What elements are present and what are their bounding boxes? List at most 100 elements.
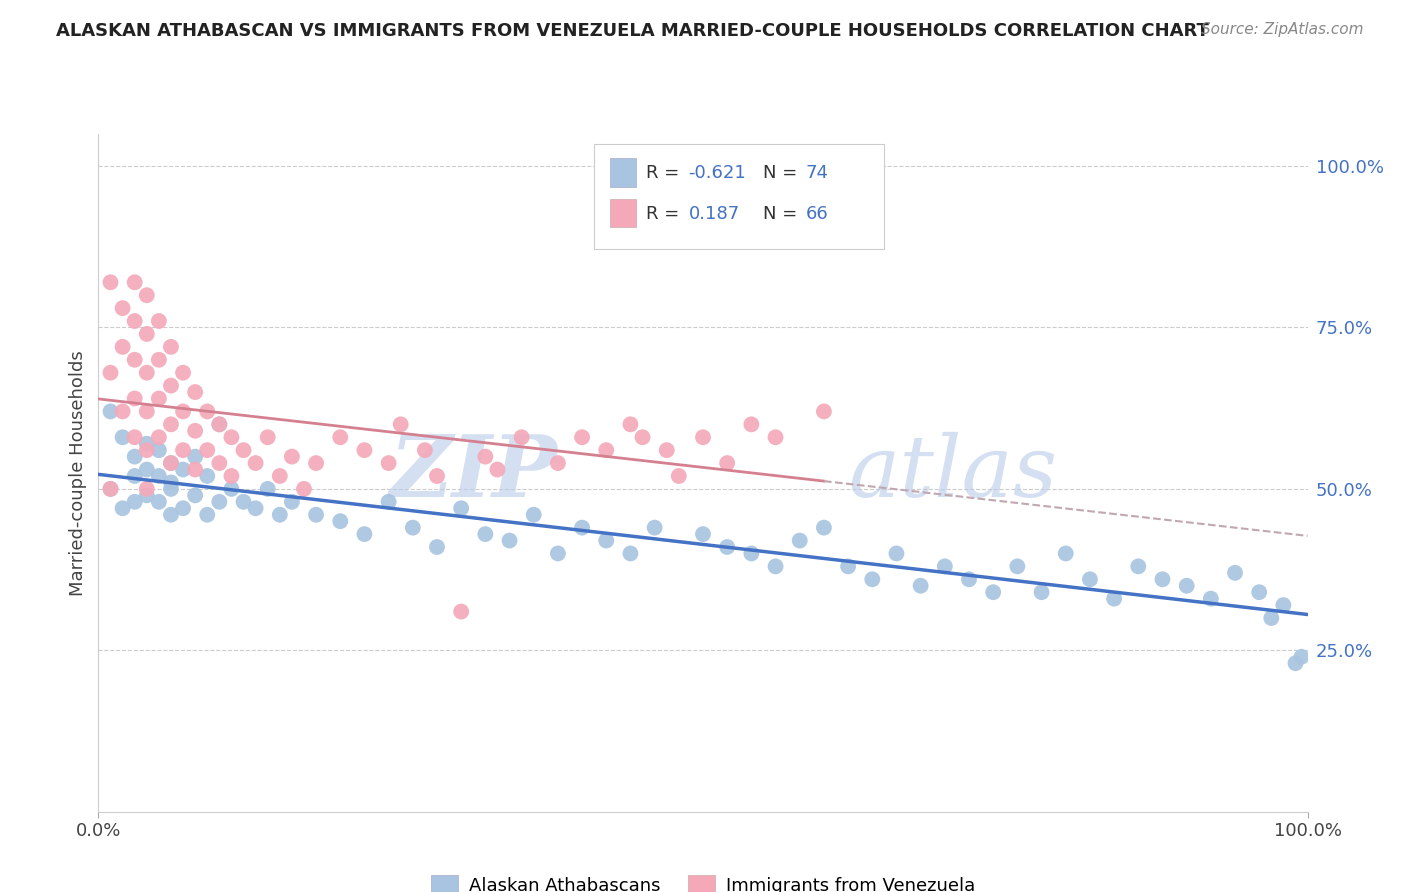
Point <box>184 450 207 464</box>
Point <box>184 488 207 502</box>
Point <box>135 482 157 496</box>
Point <box>148 443 170 458</box>
Point <box>172 366 194 380</box>
Point <box>124 450 146 464</box>
Point <box>195 508 218 522</box>
FancyBboxPatch shape <box>610 199 637 227</box>
Point <box>1007 559 1029 574</box>
Point <box>135 443 157 458</box>
Point <box>160 508 183 522</box>
Point <box>305 508 328 522</box>
Point <box>160 340 183 354</box>
Text: R =: R = <box>647 164 685 182</box>
Point <box>148 430 170 444</box>
Point <box>208 417 231 432</box>
Point <box>100 366 122 380</box>
Point <box>716 456 738 470</box>
Point <box>910 579 932 593</box>
Point <box>124 275 146 289</box>
Point <box>135 436 157 450</box>
Point <box>450 501 472 516</box>
Point <box>195 469 218 483</box>
Point <box>221 430 243 444</box>
Point <box>172 404 194 418</box>
Point <box>813 404 835 418</box>
Point <box>1031 585 1053 599</box>
Point <box>474 527 496 541</box>
Point <box>135 326 157 341</box>
Legend: Alaskan Athabascans, Immigrants from Venezuela: Alaskan Athabascans, Immigrants from Ven… <box>425 868 981 892</box>
Point <box>135 404 157 418</box>
Point <box>740 546 762 560</box>
Text: -0.621: -0.621 <box>689 164 747 182</box>
Point <box>160 482 183 496</box>
Point <box>269 469 291 483</box>
Point <box>172 443 194 458</box>
Y-axis label: Married-couple Households: Married-couple Households <box>69 350 87 596</box>
Point <box>450 605 472 619</box>
Point <box>208 417 231 432</box>
Point <box>860 572 883 586</box>
Point <box>232 495 254 509</box>
Point <box>160 378 183 392</box>
Point <box>135 288 157 302</box>
Point <box>329 514 352 528</box>
Text: atlas: atlas <box>848 432 1057 514</box>
Point <box>111 501 134 516</box>
Text: 66: 66 <box>806 205 828 223</box>
Point <box>124 314 146 328</box>
Point <box>221 482 243 496</box>
Point <box>426 540 449 554</box>
Point <box>644 521 666 535</box>
Point <box>765 430 787 444</box>
Point <box>148 314 170 328</box>
Point <box>1223 566 1246 580</box>
Point <box>281 450 304 464</box>
Point <box>100 482 122 496</box>
Point <box>547 546 569 560</box>
Text: Source: ZipAtlas.com: Source: ZipAtlas.com <box>1201 22 1364 37</box>
Point <box>1291 649 1313 664</box>
Point <box>413 443 436 458</box>
Point <box>195 443 218 458</box>
Point <box>353 443 375 458</box>
Text: N =: N = <box>763 164 803 182</box>
Point <box>886 546 908 560</box>
Point <box>124 495 146 509</box>
Point <box>523 508 546 522</box>
Point <box>160 456 183 470</box>
Point <box>474 450 496 464</box>
Text: R =: R = <box>647 205 685 223</box>
Point <box>619 546 641 560</box>
Point <box>135 488 157 502</box>
Point <box>571 430 593 444</box>
Point <box>426 469 449 483</box>
Point <box>837 559 859 574</box>
Point <box>1152 572 1174 586</box>
Point <box>232 443 254 458</box>
Point <box>510 430 533 444</box>
Point <box>172 462 194 476</box>
Point <box>934 559 956 574</box>
Point <box>668 469 690 483</box>
Point <box>148 469 170 483</box>
Point <box>100 404 122 418</box>
Text: ZIP: ZIP <box>389 431 558 515</box>
Point <box>100 482 122 496</box>
Point <box>172 501 194 516</box>
Point <box>765 559 787 574</box>
Point <box>195 404 218 418</box>
Point <box>160 475 183 490</box>
Point <box>184 385 207 400</box>
Point <box>184 462 207 476</box>
Point <box>221 469 243 483</box>
Point <box>402 521 425 535</box>
Point <box>377 495 399 509</box>
Point <box>740 417 762 432</box>
Point <box>1272 598 1295 612</box>
Point <box>957 572 980 586</box>
Point <box>135 366 157 380</box>
Point <box>245 456 267 470</box>
Point <box>160 456 183 470</box>
Point <box>305 456 328 470</box>
